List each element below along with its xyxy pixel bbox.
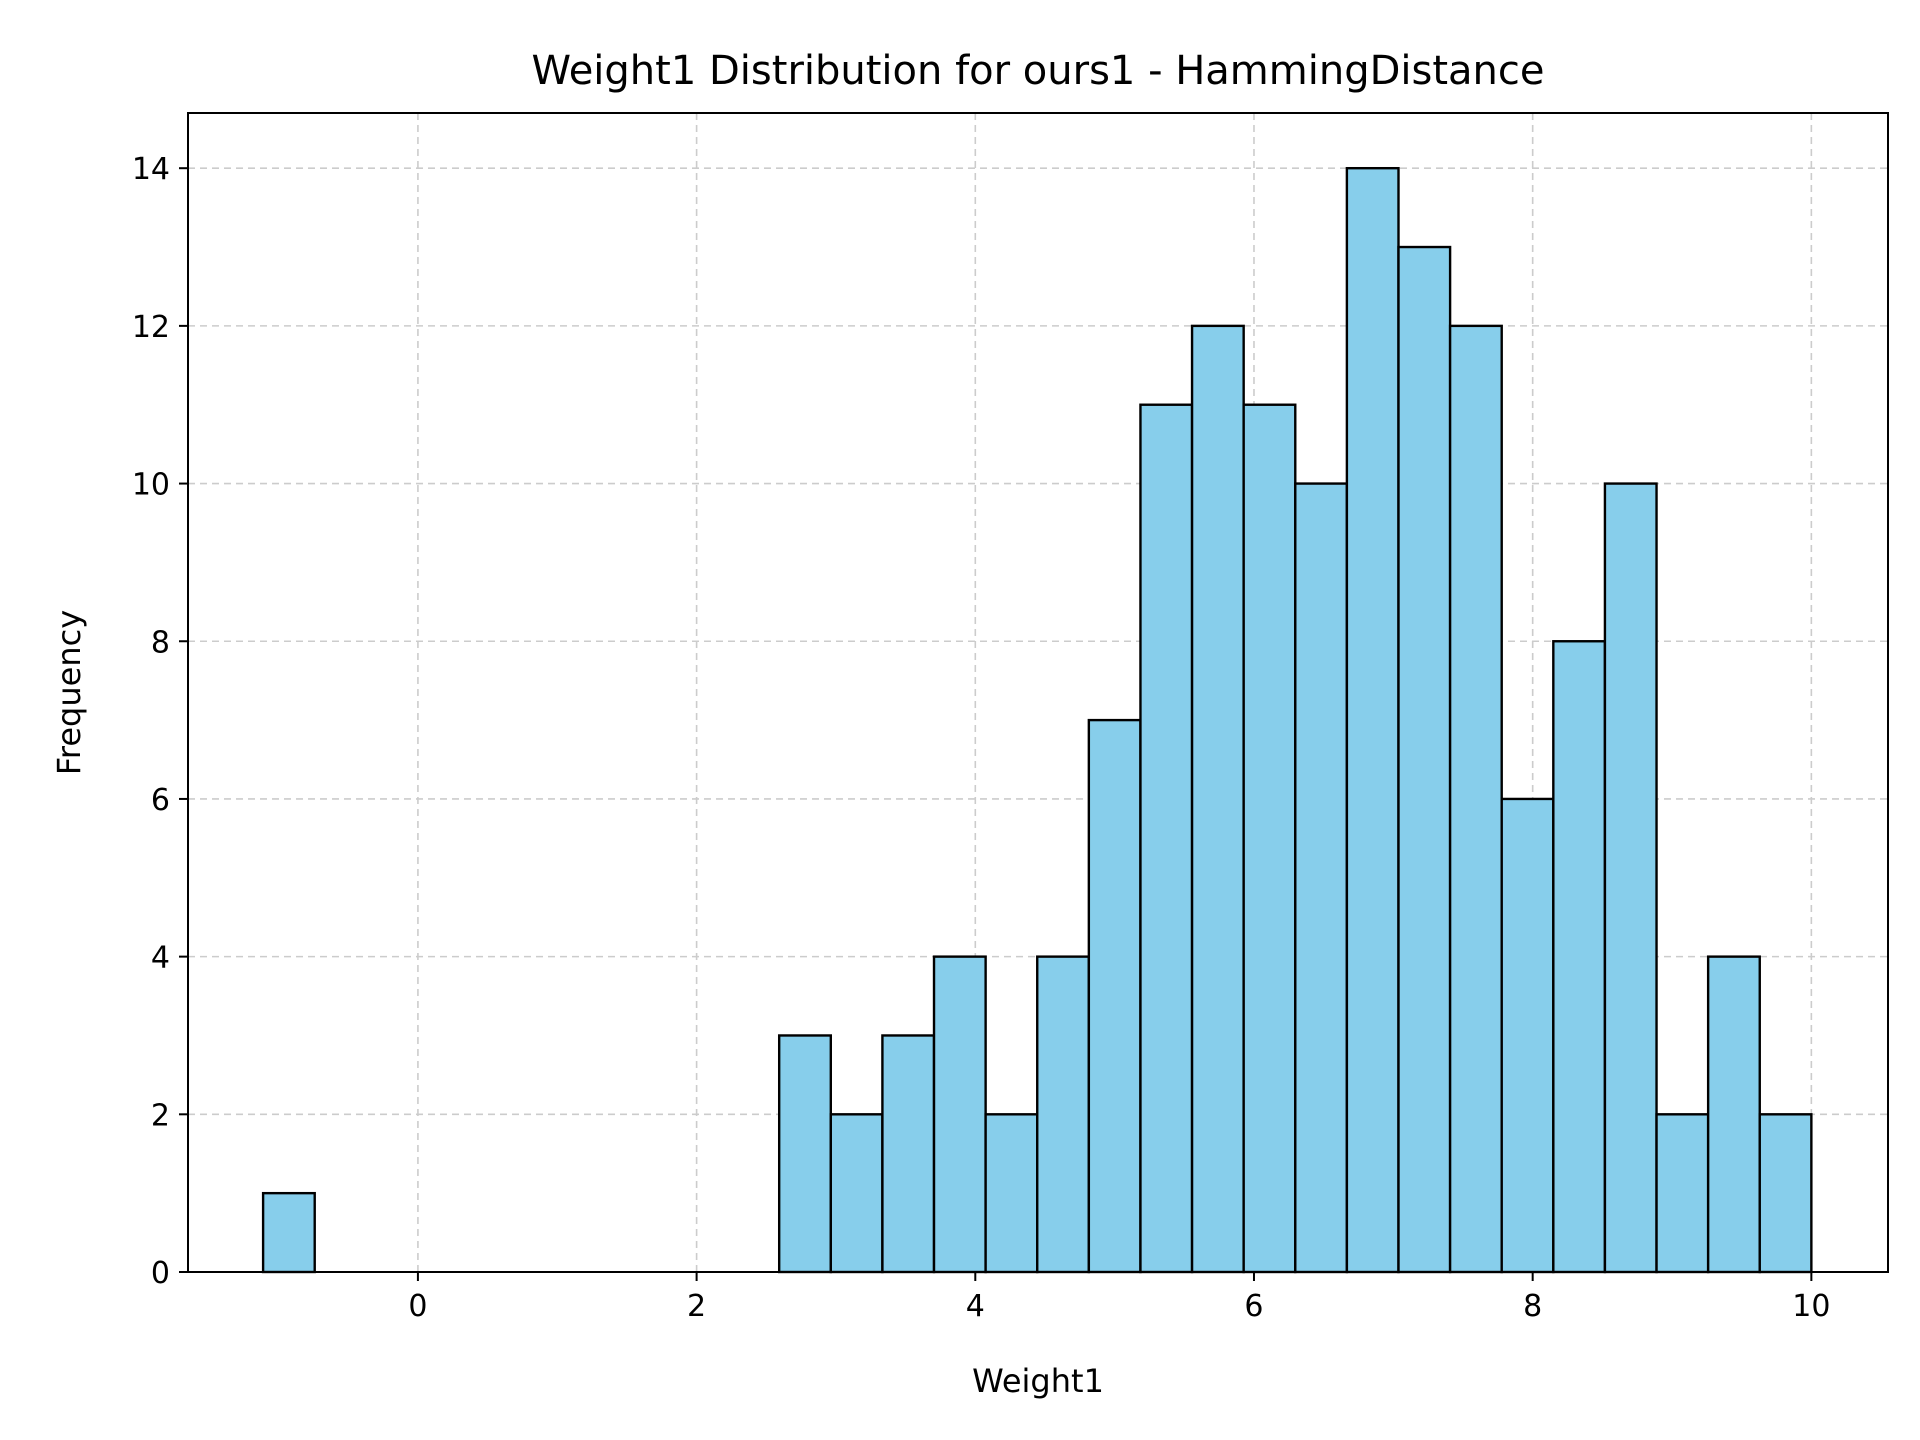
histogram-bar <box>1139 403 1194 1274</box>
histogram-bar <box>881 1034 936 1274</box>
chart-title: Weight1 Distribution for ours1 - Hamming… <box>531 48 1544 94</box>
histogram-bar <box>1706 955 1761 1274</box>
x-tick-label: 8 <box>1523 1289 1542 1324</box>
histogram-bar <box>932 955 987 1274</box>
histogram-bar <box>1087 718 1142 1274</box>
y-axis-label: Frequency <box>50 610 88 775</box>
histogram-bar <box>1036 955 1091 1274</box>
histogram-bar <box>1655 1113 1710 1274</box>
x-tick-label: 4 <box>966 1289 985 1324</box>
axis-ticks: 0 2 4 6 8 10 0 2 4 6 8 10 12 14 <box>132 152 1831 1324</box>
y-tick-label: 10 <box>132 468 170 503</box>
y-tick-label: 2 <box>151 1098 170 1133</box>
histogram-bar <box>1448 324 1503 1274</box>
histogram-bar <box>777 1034 832 1274</box>
x-tick-label: 6 <box>1244 1289 1263 1324</box>
histogram-bar <box>1552 640 1607 1274</box>
y-tick-label: 6 <box>151 783 170 818</box>
histogram-bar <box>1500 797 1555 1274</box>
histogram-bar <box>1294 482 1349 1274</box>
y-tick-label: 4 <box>151 941 170 976</box>
y-tick-label: 14 <box>132 152 170 187</box>
histogram-bar <box>1397 245 1452 1274</box>
histogram-bars <box>261 166 1813 1274</box>
histogram-bar <box>984 1113 1039 1274</box>
histogram-bar <box>1190 324 1245 1274</box>
plot-frame <box>187 112 1889 1273</box>
x-tick-label: 2 <box>687 1289 706 1324</box>
histogram-bar <box>829 1113 884 1274</box>
histogram-bar <box>1603 482 1658 1274</box>
y-tick-label: 8 <box>151 625 170 660</box>
histogram-bar <box>1345 166 1400 1274</box>
histogram-bar <box>1758 1113 1813 1274</box>
y-tick-label: 12 <box>132 310 170 345</box>
y-tick-label: 0 <box>151 1256 170 1291</box>
x-axis-label: Weight1 <box>972 1362 1104 1400</box>
histogram-bar <box>261 1191 316 1274</box>
histogram-bar <box>1242 403 1297 1274</box>
x-tick-label: 0 <box>408 1289 427 1324</box>
x-tick-label: 10 <box>1792 1289 1830 1324</box>
